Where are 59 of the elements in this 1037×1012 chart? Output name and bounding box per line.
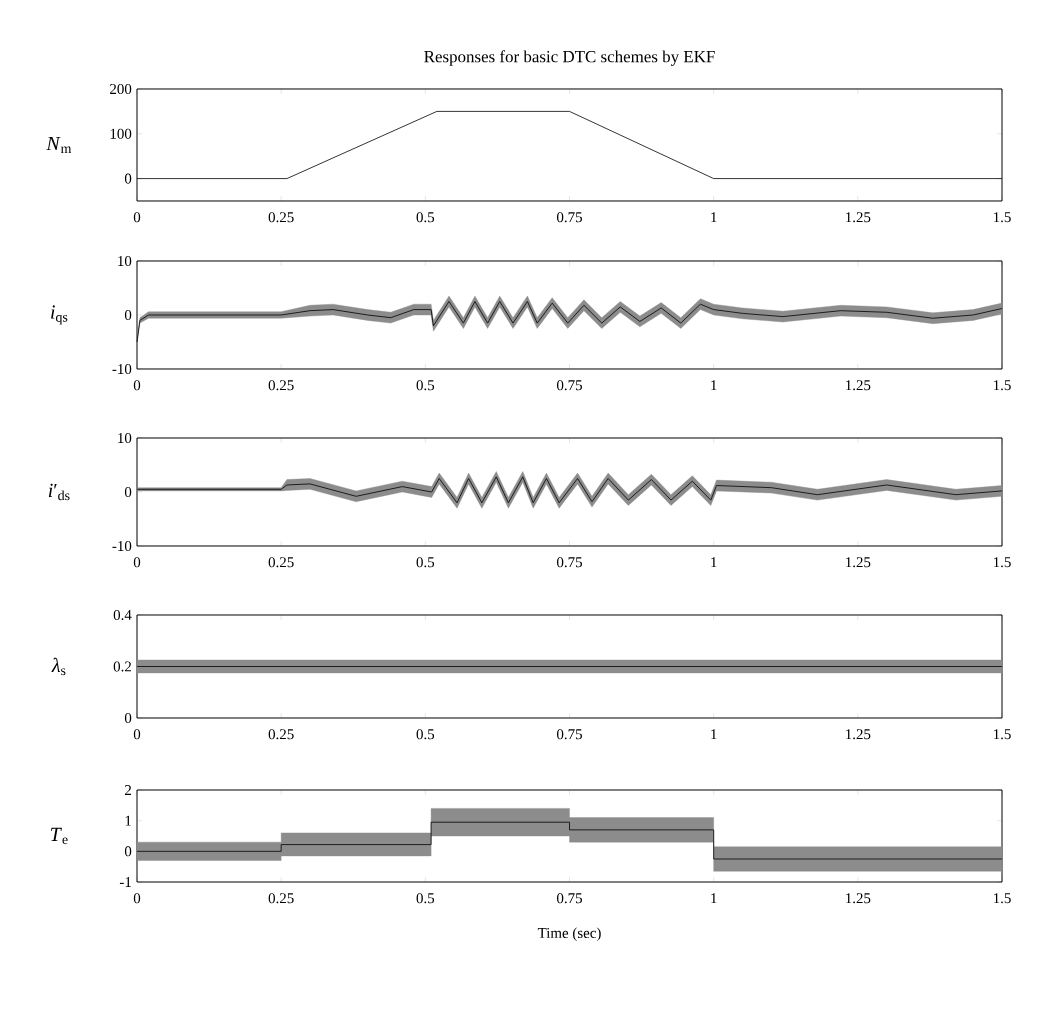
- x-tick-label: 1.5: [993, 729, 1011, 740]
- y-tick-label: 0: [124, 846, 132, 857]
- y-tick-label: -10: [112, 363, 132, 375]
- x-tick-label: 0.75: [556, 212, 582, 223]
- y-axis-title: T$_{e}$: [50, 827, 68, 845]
- y-tick-label: 100: [110, 128, 132, 139]
- y-tick-label: 0: [124, 712, 132, 724]
- x-tick-label: 0.5: [416, 893, 435, 904]
- x-tick-label: 1: [711, 893, 717, 904]
- x-tick-label: 0: [133, 380, 141, 391]
- x-tick-label: 0.5: [416, 212, 435, 223]
- x-tick-label: 0.75: [556, 557, 582, 568]
- x-tick-label: 1: [711, 212, 717, 223]
- x-tick-label: 0.25: [268, 380, 294, 391]
- x-tick-label: 1.5: [993, 380, 1011, 391]
- chart-title: Responses for basic DTC schemes by EKF: [424, 50, 715, 66]
- x-tick-label: 0.25: [268, 212, 294, 223]
- y-tick-label: 0: [124, 173, 132, 184]
- y-tick-label: 10: [118, 255, 132, 267]
- y-tick-label: 1: [125, 815, 131, 826]
- x-tick-label: 1: [711, 380, 717, 391]
- x-tick-label: 1.25: [846, 729, 871, 740]
- x-tick-label: 0.75: [556, 380, 582, 391]
- y-tick-label: 200: [110, 83, 132, 95]
- x-tick-label: 0: [133, 212, 141, 223]
- y-axis-title: λ$_{s}$: [51, 657, 66, 676]
- y-axis-title: i′$_{ds}$: [48, 483, 70, 501]
- x-tick-label: 1: [711, 729, 717, 740]
- y-tick-label: 0.4: [113, 609, 132, 621]
- y-tick-label: 0: [124, 486, 132, 498]
- x-tick-label: 0.5: [416, 729, 435, 740]
- x-tick-label: 0.5: [416, 557, 435, 568]
- x-tick-label: 1: [711, 557, 717, 568]
- y-tick-label: -1: [119, 877, 131, 887]
- x-tick-label: 1.25: [846, 557, 871, 568]
- line-series: [136, 821, 1003, 860]
- x-tick-label: 0: [133, 729, 141, 740]
- x-tick-label: 0.75: [556, 893, 582, 904]
- y-tick-label: 2: [125, 785, 131, 795]
- x-tick-label: 0.25: [268, 557, 294, 568]
- x-tick-label: 0.75: [556, 729, 582, 740]
- x-tick-label: 0.25: [268, 893, 294, 904]
- x-tick-label: 0: [133, 893, 141, 904]
- y-tick-label: 0: [124, 309, 132, 321]
- y-tick-label: 0.2: [113, 661, 131, 672]
- x-tick-label: 1.5: [993, 557, 1011, 568]
- x-tick-label: 1.5: [993, 212, 1011, 223]
- y-axis-title: N$_{m}$: [46, 136, 72, 154]
- x-tick-label: 0.5: [416, 380, 435, 391]
- x-axis-title: Time (sec): [537, 927, 601, 942]
- x-tick-label: 0: [133, 557, 141, 568]
- x-tick-label: 1.25: [846, 212, 871, 223]
- x-tick-label: 1.25: [846, 893, 871, 904]
- y-tick-label: -10: [112, 540, 132, 552]
- x-tick-label: 1.25: [846, 380, 871, 391]
- x-tick-label: 0.25: [268, 729, 294, 740]
- y-axis-title: i$_{qs}$: [51, 305, 68, 325]
- y-tick-label: 10: [118, 432, 132, 444]
- x-tick-label: 1.5: [993, 893, 1011, 904]
